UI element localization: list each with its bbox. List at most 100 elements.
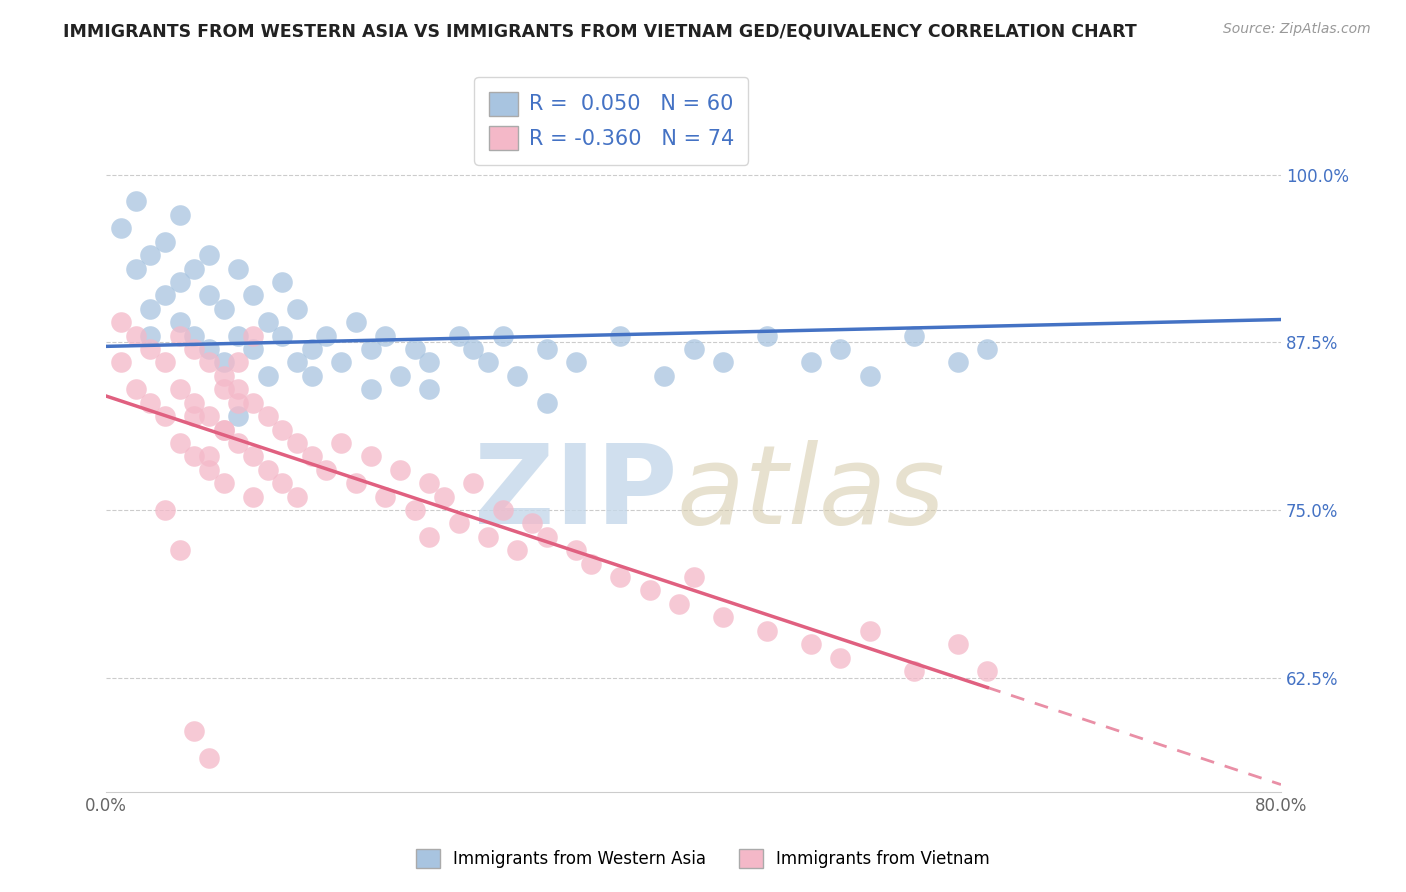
Point <box>183 409 205 423</box>
Point <box>256 315 278 329</box>
Point <box>477 530 499 544</box>
Point <box>271 423 294 437</box>
Point <box>301 342 323 356</box>
Point <box>183 395 205 409</box>
Point <box>536 530 558 544</box>
Text: IMMIGRANTS FROM WESTERN ASIA VS IMMIGRANTS FROM VIETNAM GED/EQUIVALENCY CORRELAT: IMMIGRANTS FROM WESTERN ASIA VS IMMIGRAN… <box>63 22 1137 40</box>
Point <box>360 382 382 396</box>
Point <box>447 328 470 343</box>
Point <box>903 328 925 343</box>
Point <box>418 382 440 396</box>
Point <box>946 355 969 369</box>
Text: ZIP: ZIP <box>474 440 678 547</box>
Point <box>315 328 337 343</box>
Point <box>536 342 558 356</box>
Point <box>110 315 132 329</box>
Point <box>198 342 221 356</box>
Point <box>242 395 264 409</box>
Point <box>169 382 191 396</box>
Point <box>903 664 925 678</box>
Point <box>756 624 779 638</box>
Point <box>374 328 396 343</box>
Point <box>976 342 998 356</box>
Point <box>360 450 382 464</box>
Point <box>285 301 308 316</box>
Point <box>256 368 278 383</box>
Point <box>711 610 734 624</box>
Point <box>139 328 162 343</box>
Point <box>433 490 456 504</box>
Point <box>153 503 176 517</box>
Point <box>388 368 411 383</box>
Point <box>374 490 396 504</box>
Point <box>330 436 353 450</box>
Text: atlas: atlas <box>676 440 945 547</box>
Point <box>198 288 221 302</box>
Point <box>859 368 882 383</box>
Point <box>124 328 146 343</box>
Point <box>565 355 588 369</box>
Point <box>228 355 250 369</box>
Point <box>404 503 426 517</box>
Point <box>242 342 264 356</box>
Point <box>506 543 529 558</box>
Point <box>579 557 602 571</box>
Point <box>609 570 631 584</box>
Point <box>198 751 221 765</box>
Point <box>800 355 823 369</box>
Point <box>830 650 852 665</box>
Point <box>139 395 162 409</box>
Point <box>124 261 146 276</box>
Point <box>477 355 499 369</box>
Point <box>228 436 250 450</box>
Point <box>169 208 191 222</box>
Point <box>301 450 323 464</box>
Point <box>169 328 191 343</box>
Point <box>668 597 690 611</box>
Point <box>228 328 250 343</box>
Point <box>256 463 278 477</box>
Point <box>859 624 882 638</box>
Point <box>110 221 132 235</box>
Point <box>183 724 205 739</box>
Point <box>271 476 294 491</box>
Point <box>242 490 264 504</box>
Point <box>212 476 235 491</box>
Point <box>520 516 543 531</box>
Point <box>228 395 250 409</box>
Point <box>153 235 176 249</box>
Point <box>565 543 588 558</box>
Point <box>198 355 221 369</box>
Point <box>212 355 235 369</box>
Point <box>315 463 337 477</box>
Point <box>285 355 308 369</box>
Point <box>492 503 515 517</box>
Point <box>638 583 661 598</box>
Point <box>228 382 250 396</box>
Point <box>183 328 205 343</box>
Point <box>271 275 294 289</box>
Point <box>506 368 529 383</box>
Point <box>169 436 191 450</box>
Point <box>153 409 176 423</box>
Point <box>228 409 250 423</box>
Point <box>388 463 411 477</box>
Point <box>344 476 367 491</box>
Point <box>285 436 308 450</box>
Point <box>139 342 162 356</box>
Point <box>242 328 264 343</box>
Point <box>183 342 205 356</box>
Point <box>198 248 221 262</box>
Point <box>404 342 426 356</box>
Point <box>212 368 235 383</box>
Point <box>711 355 734 369</box>
Point <box>418 476 440 491</box>
Point <box>124 382 146 396</box>
Point <box>212 423 235 437</box>
Legend: Immigrants from Western Asia, Immigrants from Vietnam: Immigrants from Western Asia, Immigrants… <box>409 842 997 875</box>
Point <box>976 664 998 678</box>
Point <box>418 355 440 369</box>
Point <box>285 490 308 504</box>
Point <box>169 275 191 289</box>
Point <box>756 328 779 343</box>
